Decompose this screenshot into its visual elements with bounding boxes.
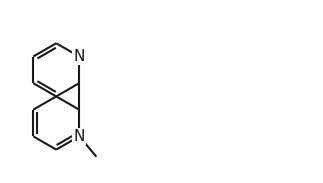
Text: N: N <box>74 129 85 144</box>
Text: N: N <box>74 49 85 64</box>
